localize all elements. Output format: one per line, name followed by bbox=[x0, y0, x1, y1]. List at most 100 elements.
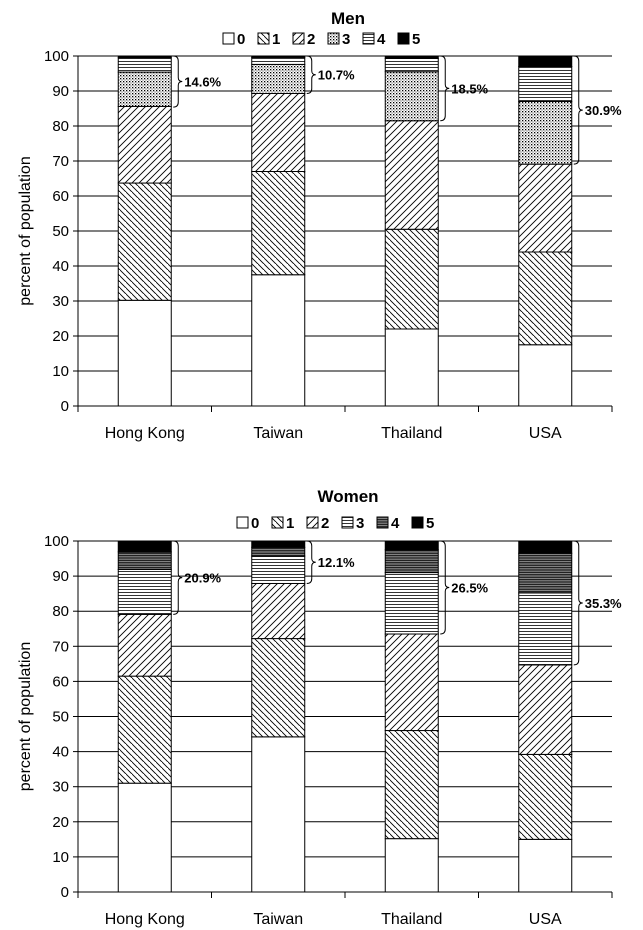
legend-label: 1 bbox=[272, 31, 280, 48]
y-tick-label: 10 bbox=[52, 363, 69, 380]
bar-segment-5 bbox=[117, 540, 172, 553]
legend-swatch bbox=[271, 516, 284, 529]
bar-segment-1 bbox=[384, 228, 439, 330]
y-tick-label: 30 bbox=[52, 293, 69, 310]
bar-segment-4 bbox=[117, 57, 172, 73]
y-tick-label: 40 bbox=[52, 744, 69, 761]
y-tick-label: 60 bbox=[52, 188, 69, 205]
bar-segment-2 bbox=[117, 613, 172, 677]
y-tick-label: 50 bbox=[52, 709, 69, 726]
bar-segment-0 bbox=[518, 838, 573, 893]
chart-title: Women bbox=[317, 487, 378, 506]
bar-segment-1 bbox=[518, 251, 573, 346]
bar-segment-4 bbox=[384, 57, 439, 73]
legend-swatch bbox=[292, 32, 305, 45]
bar-segment-3 bbox=[518, 101, 573, 165]
legend-label: 5 bbox=[426, 515, 434, 532]
bar-segment-3 bbox=[384, 572, 439, 635]
legend-swatch bbox=[306, 516, 319, 529]
x-tick-label: USA bbox=[529, 911, 562, 928]
chart-panel-men: Men 0 1 2 3 4 5 14.6% 10.7% 18.5% 30.9% Hong Kon… bbox=[17, 9, 622, 442]
bar-segment-3 bbox=[251, 63, 306, 94]
bars bbox=[117, 540, 573, 893]
y-tick-label: 60 bbox=[52, 673, 69, 690]
bar-segment-1 bbox=[251, 638, 306, 738]
bracket bbox=[573, 55, 583, 165]
bracket bbox=[440, 55, 450, 122]
y-tick-label: 20 bbox=[52, 814, 69, 831]
bracket-annotations: 14.6% 10.7% 18.5% 30.9% bbox=[173, 55, 622, 165]
x-tick-label: Taiwan bbox=[253, 911, 303, 928]
bracket bbox=[306, 55, 316, 94]
y-tick-label: 40 bbox=[52, 258, 69, 275]
legend-label: 1 bbox=[286, 515, 294, 532]
bar-segment-5 bbox=[251, 540, 306, 548]
y-tick-label: 30 bbox=[52, 779, 69, 796]
bar-segment-2 bbox=[117, 105, 172, 184]
bar-segment-5 bbox=[384, 55, 439, 59]
x-tick-label: Hong Kong bbox=[105, 425, 185, 442]
bar-segment-4 bbox=[518, 552, 573, 594]
y-tick-label: 0 bbox=[61, 884, 69, 901]
bar-segment-1 bbox=[518, 753, 573, 840]
bracket-label: 30.9% bbox=[585, 103, 622, 118]
bracket-label: 18.5% bbox=[451, 81, 488, 96]
y-tick-label: 10 bbox=[52, 849, 69, 866]
bar-segment-4 bbox=[518, 66, 573, 102]
x-tick-label: Taiwan bbox=[253, 425, 303, 442]
bar-segment-2 bbox=[251, 582, 306, 640]
legend-label: 4 bbox=[391, 515, 400, 532]
bar-segment-0 bbox=[384, 328, 439, 407]
legend-label: 2 bbox=[307, 31, 315, 48]
legend-swatch bbox=[236, 516, 249, 529]
y-tick-label: 70 bbox=[52, 153, 69, 170]
bar-segment-4 bbox=[384, 549, 439, 574]
y-tick-label: 90 bbox=[52, 568, 69, 585]
legend-label: 5 bbox=[412, 31, 420, 48]
chart-title: Men bbox=[331, 9, 365, 28]
bar-segment-5 bbox=[518, 540, 573, 554]
bar-segment-1 bbox=[251, 171, 306, 276]
bar-segment-4 bbox=[251, 546, 306, 557]
y-tick-label: 90 bbox=[52, 83, 69, 100]
legend-label: 4 bbox=[377, 31, 386, 48]
y-axis-label: percent of population bbox=[17, 642, 34, 791]
bracket bbox=[573, 540, 583, 666]
bracket-label: 26.5% bbox=[451, 581, 488, 596]
bar-segment-4 bbox=[251, 56, 306, 65]
bar-segment-5 bbox=[384, 540, 439, 551]
bar-segment-1 bbox=[117, 182, 172, 301]
bars bbox=[117, 55, 573, 407]
y-tick-label: 0 bbox=[61, 398, 69, 415]
bar-segment-0 bbox=[117, 782, 172, 893]
legend-label: 2 bbox=[321, 515, 329, 532]
legend-swatch bbox=[327, 32, 340, 45]
bar-segment-3 bbox=[117, 71, 172, 107]
legend-label: 0 bbox=[251, 515, 259, 532]
bar-segment-0 bbox=[251, 274, 306, 407]
legend-swatch bbox=[376, 516, 389, 529]
bar-segment-0 bbox=[251, 736, 306, 893]
legend-swatch bbox=[397, 32, 410, 45]
bracket bbox=[306, 540, 316, 584]
y-tick-label: 70 bbox=[52, 638, 69, 655]
bar-segment-5 bbox=[251, 55, 306, 58]
bracket bbox=[440, 540, 450, 635]
bracket-label: 35.3% bbox=[585, 596, 622, 611]
y-tick-label: 80 bbox=[52, 603, 69, 620]
bar-segment-1 bbox=[384, 730, 439, 840]
bar-segment-0 bbox=[117, 299, 172, 407]
x-tick-label: Hong Kong bbox=[105, 911, 185, 928]
bar-segment-2 bbox=[384, 120, 439, 230]
x-tick-label: Thailand bbox=[381, 425, 442, 442]
y-tick-label: 50 bbox=[52, 223, 69, 240]
y-tick-label: 100 bbox=[44, 533, 69, 550]
bracket-label: 14.6% bbox=[184, 75, 221, 90]
y-axis-label: percent of population bbox=[17, 156, 34, 305]
bar-segment-3 bbox=[117, 568, 172, 615]
bracket-label: 20.9% bbox=[184, 571, 221, 586]
bracket-annotations: 20.9% 12.1% 26.5% 35.3% bbox=[173, 540, 622, 666]
axes: Hong Kong Taiwan Thailand USA 0 10 20 30 40 50 60 7… bbox=[44, 48, 613, 442]
bar-segment-3 bbox=[518, 592, 573, 666]
legend-swatch bbox=[222, 32, 235, 45]
